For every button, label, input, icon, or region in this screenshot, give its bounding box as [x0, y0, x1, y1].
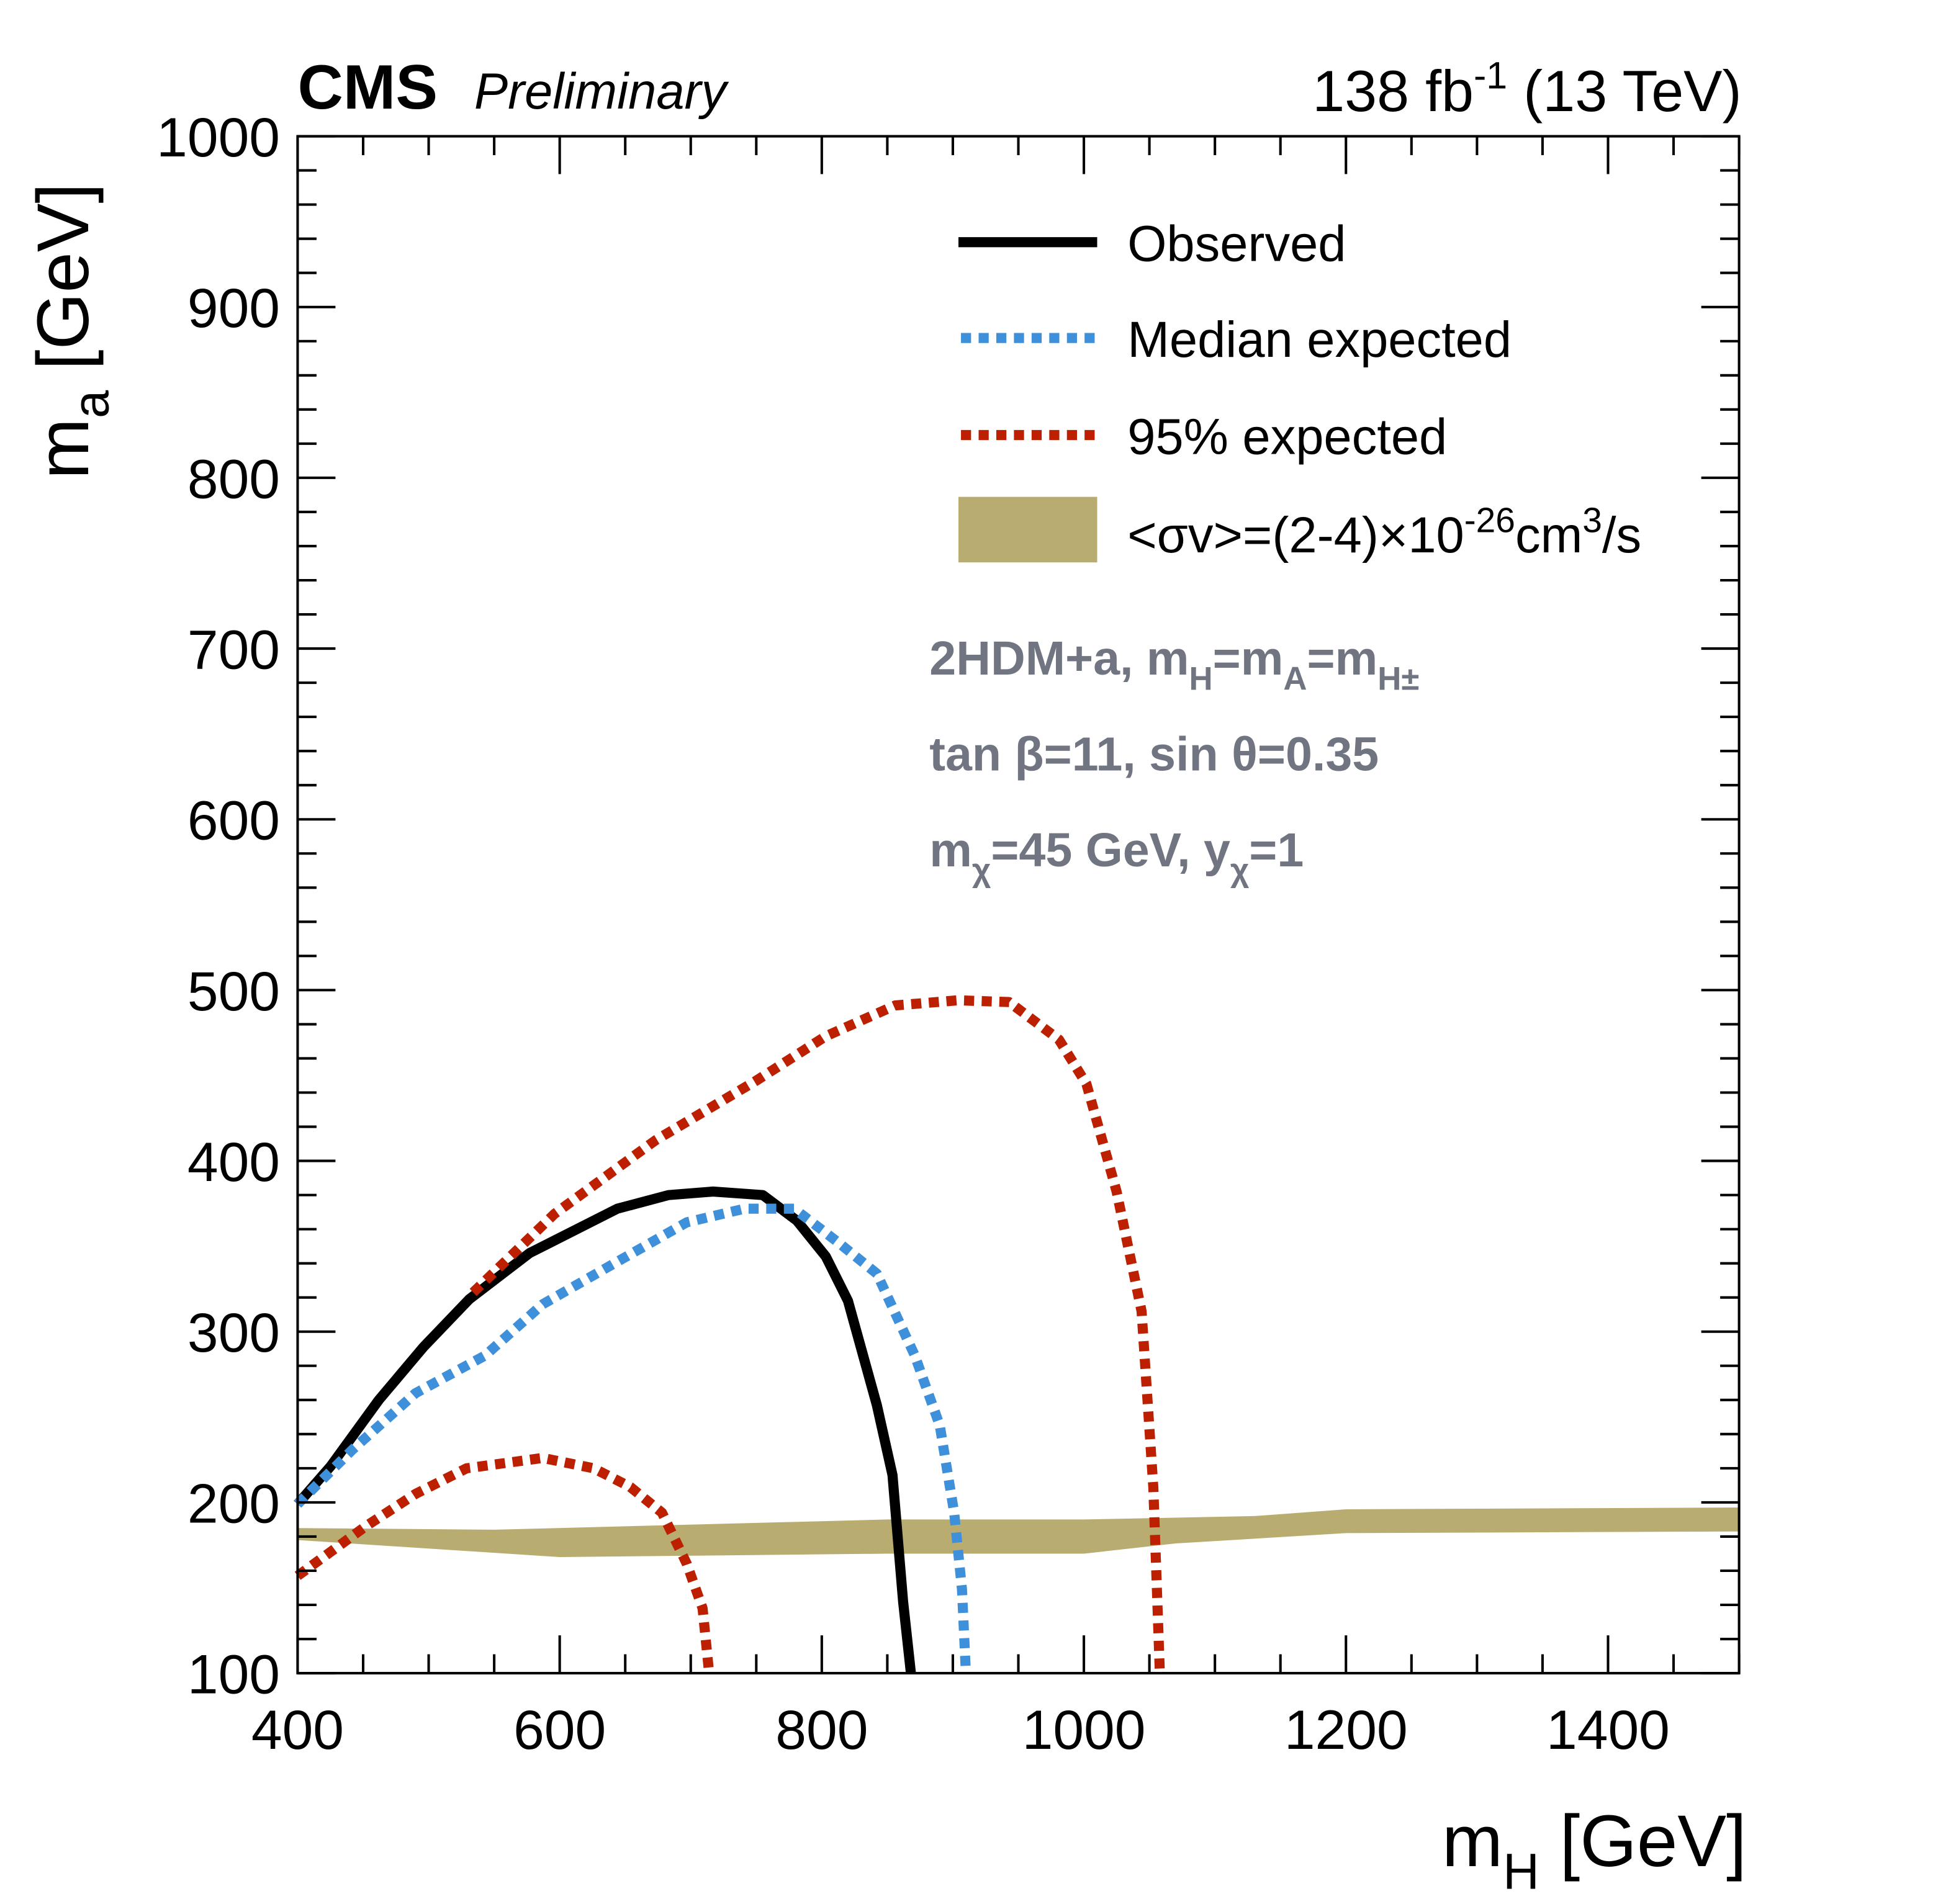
a3p1: χ	[972, 852, 991, 889]
y-tick-label: 500	[187, 960, 280, 1022]
lumi-space	[1507, 58, 1523, 123]
y-tick-label: 100	[187, 1643, 280, 1705]
a1p0: 2HDM+a, m	[929, 632, 1189, 685]
band-label-exp: -26	[1464, 501, 1515, 540]
y-axis-subscript: a	[63, 390, 120, 418]
x-tick-label: 600	[513, 1699, 606, 1761]
tick-labels: 400 600 800 1000 1200 1400 100 200 300 400 500 600 7…	[156, 106, 1670, 1761]
axis-ticks	[296, 135, 1741, 1675]
band-label-unit-rest: /s	[1602, 507, 1641, 564]
series-line-observed-0	[294, 1186, 916, 1674]
x-axis-symbol: m	[1442, 1800, 1503, 1882]
y-tick-label: 200	[187, 1472, 280, 1534]
cross-section-band	[297, 1507, 1739, 1557]
band-label-unit: cm	[1515, 507, 1582, 564]
series-line-p95-2	[469, 995, 1165, 1674]
x-tick-label: 800	[775, 1699, 868, 1761]
annotation-line-1: 2HDM+a, mH=mA=mH±	[929, 632, 1419, 697]
lumi-value: 138 fb	[1312, 58, 1474, 123]
annotation-line-3: mχ=45 GeV, yχ=1	[929, 824, 1304, 889]
x-tick-label: 1000	[1022, 1699, 1146, 1761]
x-axis-title: mH [GeV]	[1442, 1800, 1747, 1900]
a3p0: m	[929, 824, 972, 877]
preliminary-label: Preliminary	[474, 63, 729, 120]
legend: Observed Median expected 95% expected <σ…	[958, 216, 1641, 564]
y-axis-title: ma [GeV]	[22, 183, 120, 479]
a3p4: =1	[1249, 824, 1304, 877]
band-label-main: <σv>=(2-4)×10	[1127, 507, 1464, 564]
legend-label-median: Median expected	[1127, 312, 1512, 368]
a1p1: H	[1189, 660, 1213, 697]
legend-label-p95: 95% expected	[1127, 409, 1447, 465]
a3p3: χ	[1230, 852, 1250, 889]
y-axis-symbol: m	[22, 418, 104, 479]
band-layer	[297, 1507, 1739, 1557]
lumi-exponent: -1	[1474, 54, 1507, 96]
band-label-unit-exp: 3	[1582, 501, 1602, 540]
lumi-label: 138 fb-1 (13 TeV)	[1312, 54, 1741, 123]
y-tick-label: 300	[187, 1301, 280, 1363]
x-axis-subscript: H	[1503, 1843, 1539, 1900]
series-line-p95-3	[294, 1453, 714, 1674]
legend-swatch-band	[958, 496, 1097, 563]
y-tick-label: 700	[187, 619, 280, 681]
a1p3: A	[1283, 660, 1307, 697]
y-axis-unit: [GeV]	[22, 183, 104, 390]
series-line-median-1	[294, 1203, 971, 1674]
a3p2: =45 GeV, y	[991, 824, 1230, 877]
y-tick-label: 900	[187, 277, 280, 339]
energy-value: (13 TeV)	[1523, 58, 1741, 123]
a1p2: =m	[1213, 632, 1284, 685]
cms-label: CMS	[297, 52, 438, 122]
y-tick-label: 600	[187, 789, 280, 851]
a1p5: H±	[1377, 660, 1419, 697]
legend-label-band: <σv>=(2-4)×10-26cm3/s	[1127, 501, 1641, 564]
a1p4: =m	[1307, 632, 1378, 685]
x-tick-label: 1200	[1284, 1699, 1408, 1761]
legend-label-observed: Observed	[1127, 216, 1346, 272]
y-tick-label: 800	[187, 447, 280, 510]
y-tick-label: 1000	[156, 106, 280, 168]
x-tick-label: 400	[251, 1699, 344, 1761]
model-annotation: 2HDM+a, mH=mA=mH± tan β=11, sin θ=0.35 m…	[929, 632, 1419, 889]
y-tick-label: 400	[187, 1131, 280, 1193]
x-tick-label: 1400	[1546, 1699, 1670, 1761]
x-axis-unit: [GeV]	[1539, 1800, 1747, 1882]
series-layer	[294, 995, 1165, 1674]
annotation-line-2: tan β=11, sin θ=0.35	[929, 727, 1379, 781]
